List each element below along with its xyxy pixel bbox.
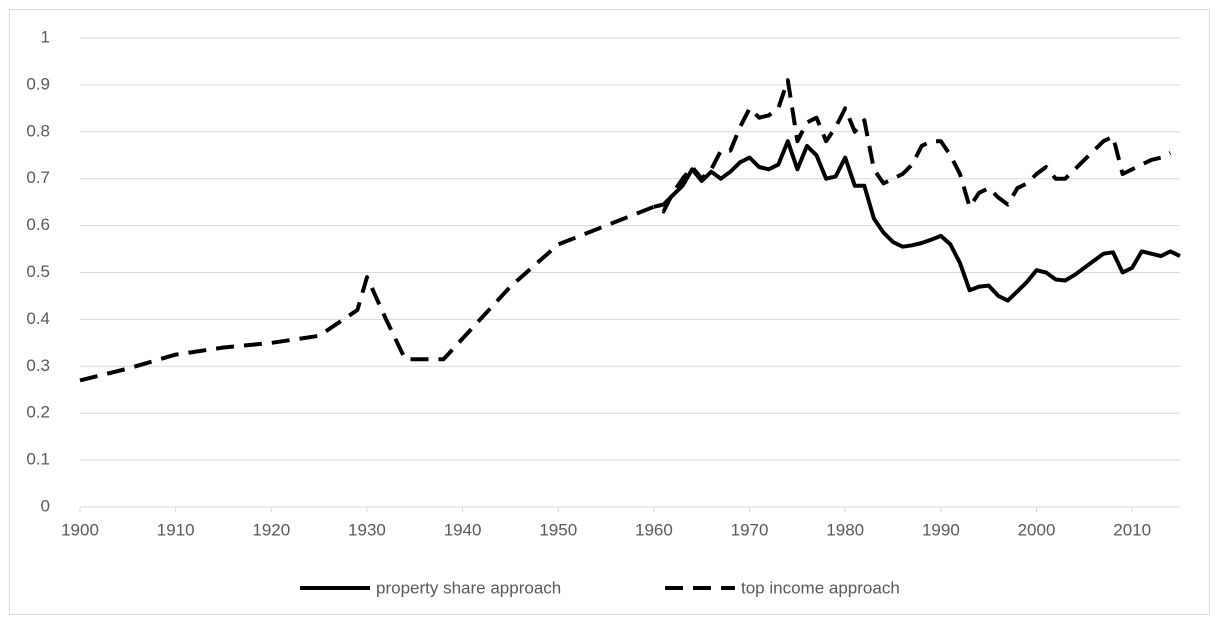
y-tick-label: 0.4: [26, 309, 50, 328]
y-tick-label: 0.9: [26, 74, 50, 93]
legend-label: top income approach: [741, 578, 900, 597]
legend-label: property share approach: [376, 578, 561, 597]
y-tick-label: 0: [41, 496, 50, 515]
data-line: [79, 78, 1172, 383]
x-tick-label: 1920: [252, 520, 290, 539]
y-tick-label: 0.8: [26, 121, 50, 140]
y-tick-label: 0.7: [26, 168, 50, 187]
y-tick-label: 0.3: [26, 356, 50, 375]
chart-border: [9, 9, 1210, 615]
y-tick-label: 0.5: [26, 262, 50, 281]
x-tick-label: 1950: [539, 520, 577, 539]
y-tick-label: 1: [41, 27, 50, 46]
x-tick-label: 1970: [731, 520, 769, 539]
x-tick-label: 1990: [922, 520, 960, 539]
x-tick-label: 1930: [348, 520, 386, 539]
x-tick-label: 1940: [444, 520, 482, 539]
x-tick-label: 1910: [157, 520, 195, 539]
x-tick-label: 2000: [1018, 520, 1056, 539]
y-tick-label: 0.1: [26, 450, 50, 469]
y-tick-label: 0.6: [26, 215, 50, 234]
x-tick-label: 2010: [1113, 520, 1151, 539]
x-tick-label: 1960: [635, 520, 673, 539]
data-line: [653, 139, 1181, 303]
y-tick-label: 0.2: [26, 403, 50, 422]
x-tick-label: 1980: [826, 520, 864, 539]
x-tick-label: 1900: [61, 520, 99, 539]
